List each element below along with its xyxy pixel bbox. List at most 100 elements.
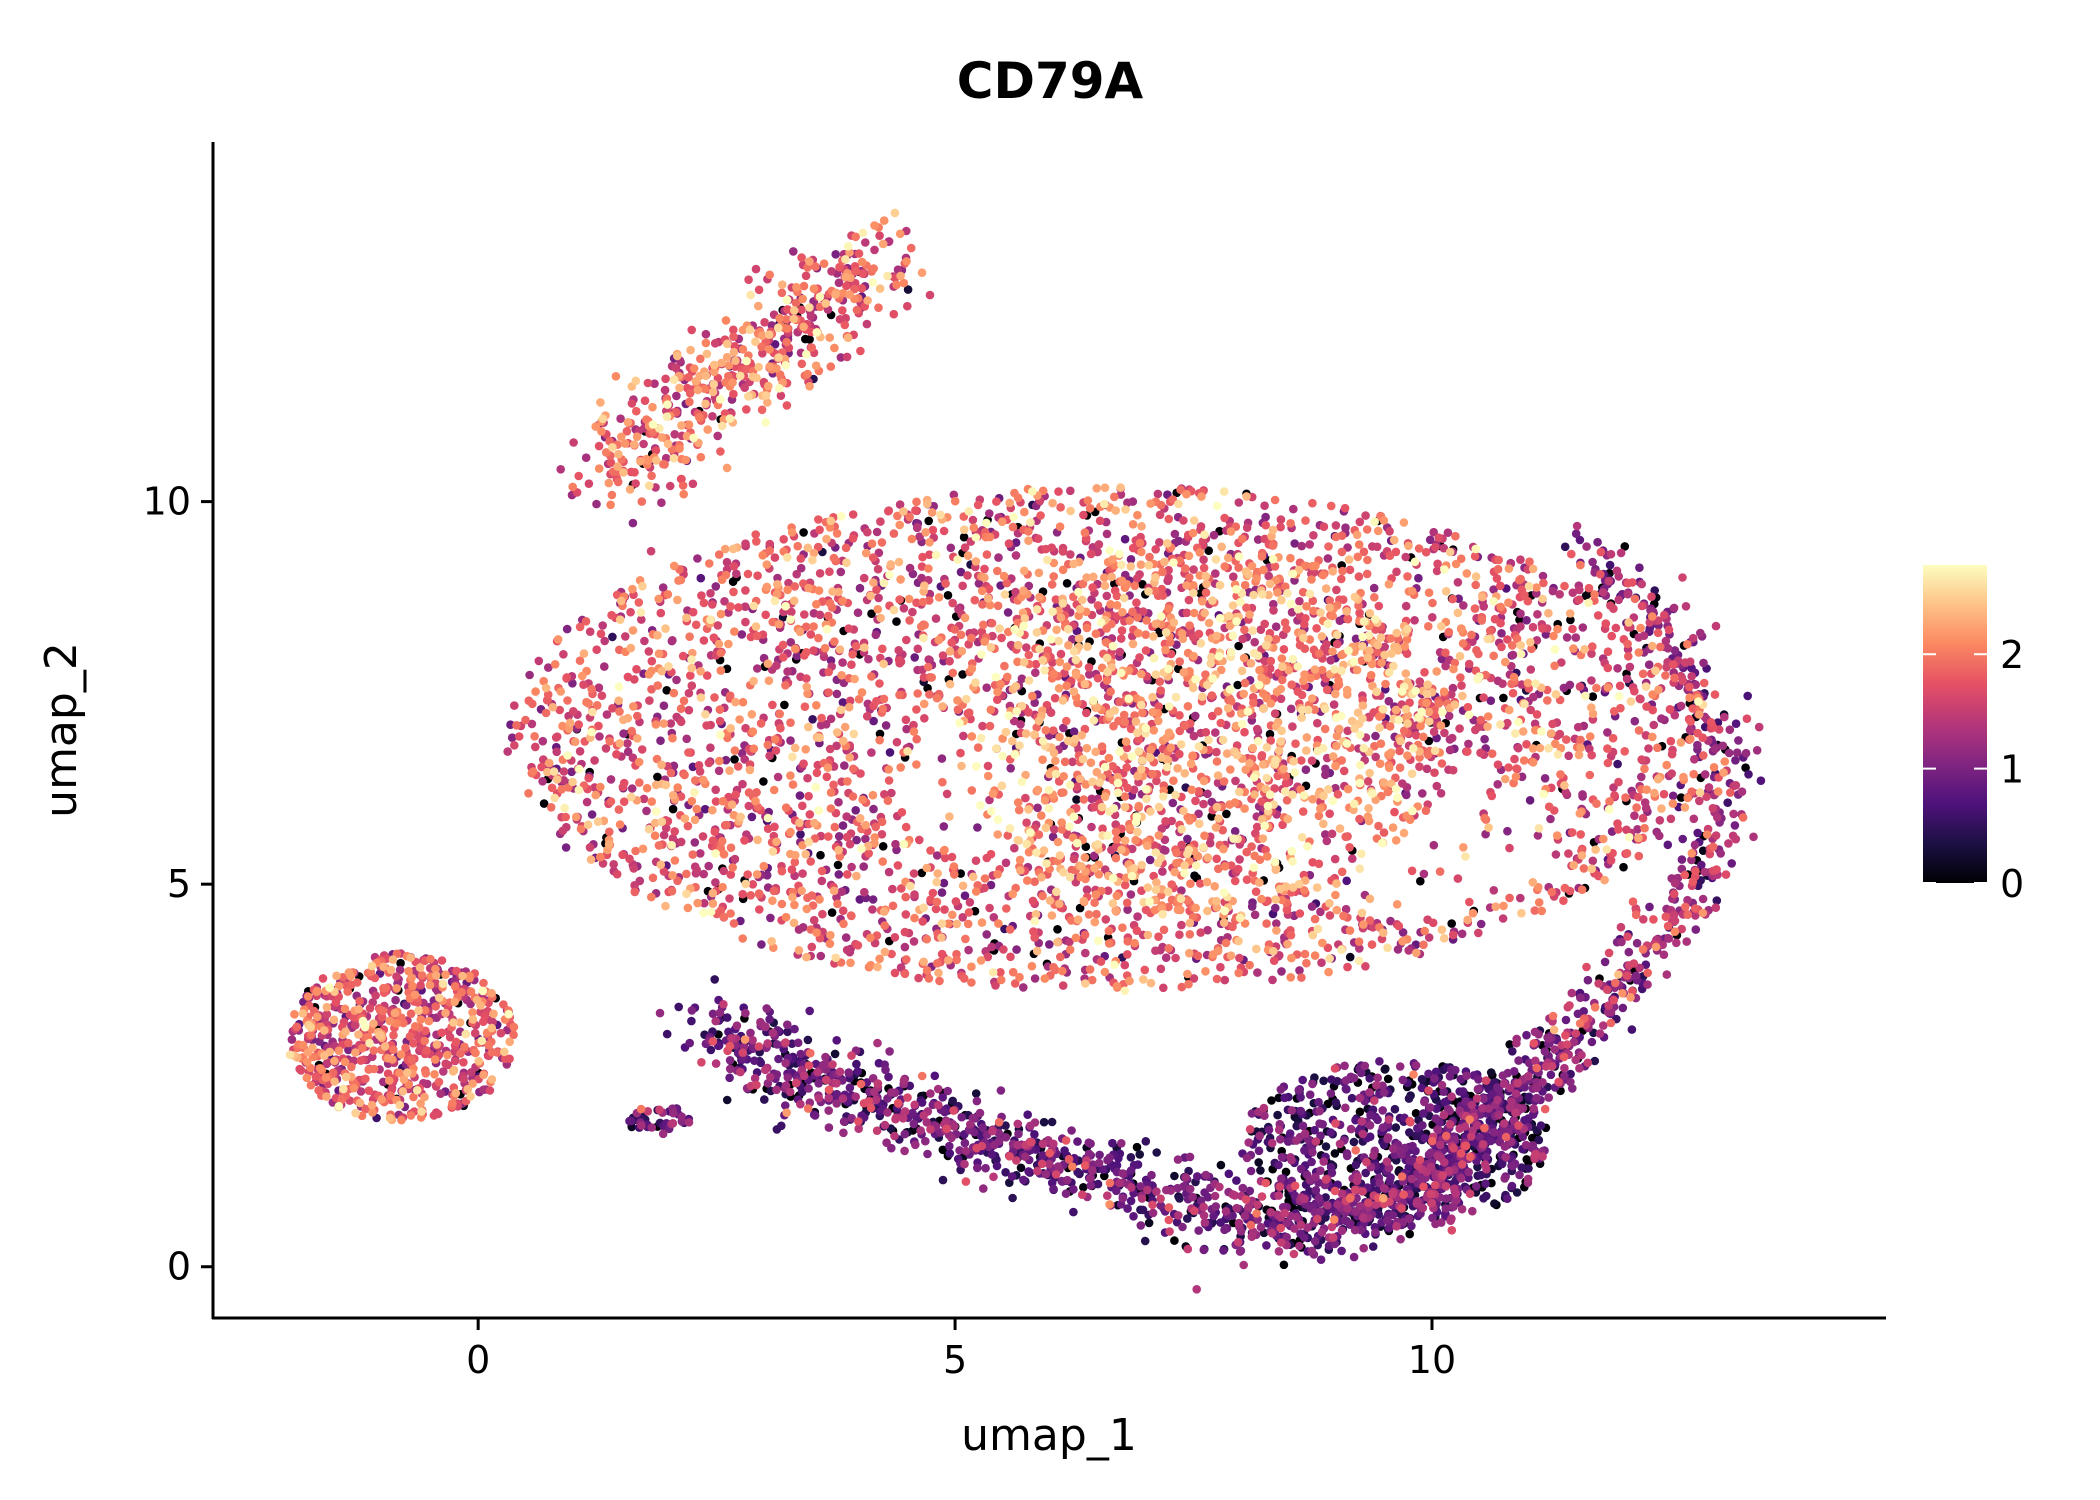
data-point — [1411, 1109, 1421, 1118]
data-point — [909, 937, 919, 946]
data-point — [987, 1150, 997, 1159]
data-point — [1316, 1255, 1326, 1264]
data-point — [1257, 1192, 1267, 1201]
data-point — [913, 644, 923, 654]
data-point — [1472, 1182, 1481, 1191]
data-point — [957, 1112, 966, 1122]
data-point — [1544, 1093, 1553, 1102]
data-point — [1267, 1138, 1277, 1148]
data-point — [1430, 1180, 1440, 1190]
data-point — [1330, 854, 1340, 864]
data-point — [1538, 1078, 1547, 1087]
data-point — [1499, 1119, 1509, 1128]
data-point — [873, 1038, 882, 1048]
data-point — [1247, 902, 1257, 911]
data-point — [1632, 938, 1642, 948]
data-point — [594, 683, 604, 692]
data-point — [1077, 1190, 1087, 1199]
data-point — [1360, 1061, 1370, 1071]
data-point — [834, 832, 844, 841]
data-point — [450, 1056, 460, 1066]
data-point — [832, 1079, 841, 1088]
data-point — [637, 1121, 646, 1130]
data-point — [875, 729, 885, 739]
data-point — [817, 876, 827, 886]
data-point — [1319, 1157, 1328, 1166]
data-point — [1274, 1191, 1283, 1200]
data-point — [1210, 1191, 1220, 1201]
data-point — [1431, 1114, 1441, 1123]
data-point — [1135, 1150, 1144, 1159]
data-point — [773, 772, 783, 782]
data-point — [1685, 725, 1695, 735]
data-point — [996, 1086, 1006, 1095]
data-point — [1600, 957, 1610, 967]
data-point — [973, 1163, 982, 1173]
data-point — [724, 1027, 733, 1037]
data-point — [803, 773, 812, 783]
data-point — [510, 701, 519, 710]
data-point — [1436, 1218, 1446, 1227]
data-point — [1049, 1184, 1058, 1194]
data-point — [655, 1105, 664, 1115]
data-point — [711, 582, 721, 591]
data-point — [1356, 1201, 1365, 1211]
data-point — [1315, 1119, 1324, 1128]
data-point — [1287, 1106, 1297, 1115]
data-point — [1307, 756, 1317, 765]
data-point — [1643, 980, 1652, 989]
data-point — [1659, 950, 1669, 959]
data-point — [1234, 1237, 1243, 1247]
data-point — [885, 1047, 894, 1056]
data-point — [1235, 855, 1244, 864]
data-point — [1118, 1193, 1128, 1203]
data-point — [1711, 831, 1721, 840]
data-point — [1280, 1093, 1289, 1103]
data-point — [950, 1122, 959, 1131]
data-point — [1660, 610, 1669, 620]
data-point — [644, 647, 654, 656]
data-point — [1342, 1151, 1352, 1161]
data-point — [772, 1085, 781, 1095]
data-point — [559, 767, 569, 776]
data-point — [853, 1067, 862, 1076]
data-point — [833, 860, 843, 870]
data-point — [1528, 1133, 1537, 1143]
data-point — [1405, 1229, 1414, 1239]
data-point — [1332, 585, 1341, 595]
data-point — [1132, 574, 1142, 583]
data-point — [1073, 1137, 1082, 1146]
data-point — [687, 681, 697, 690]
data-point — [868, 895, 878, 904]
data-point — [559, 650, 568, 659]
data-point — [783, 1027, 792, 1037]
data-point — [1490, 1199, 1499, 1208]
data-point — [1346, 1124, 1356, 1134]
data-point — [1418, 1121, 1427, 1130]
data-point — [1326, 1089, 1336, 1098]
data-point — [1466, 1132, 1476, 1141]
data-point — [1741, 748, 1751, 758]
data-point — [1239, 1260, 1248, 1270]
data-point — [1341, 1103, 1350, 1113]
data-point — [1199, 1245, 1209, 1255]
data-point — [892, 737, 902, 747]
data-point — [1349, 1073, 1359, 1083]
data-point — [825, 744, 835, 754]
data-point — [1401, 601, 1411, 611]
data-point — [1138, 1205, 1148, 1215]
data-point — [1388, 1144, 1398, 1153]
data-point — [1159, 983, 1168, 993]
data-point — [1682, 937, 1691, 946]
data-point — [1252, 724, 1262, 734]
data-point — [1481, 1076, 1491, 1085]
data-point — [1296, 1106, 1306, 1116]
data-point — [883, 1108, 892, 1117]
data-point — [558, 826, 568, 836]
data-point — [847, 862, 856, 872]
data-point — [1545, 1034, 1554, 1043]
data-point — [981, 1163, 990, 1173]
data-point — [1156, 1194, 1165, 1203]
data-point — [983, 761, 993, 771]
data-point — [671, 363, 681, 373]
